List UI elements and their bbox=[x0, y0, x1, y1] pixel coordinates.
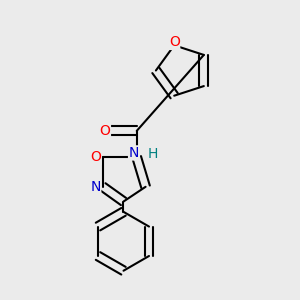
Text: N: N bbox=[129, 146, 139, 160]
Text: N: N bbox=[90, 180, 101, 194]
Text: H: H bbox=[148, 147, 158, 161]
Text: O: O bbox=[100, 124, 110, 138]
Text: O: O bbox=[169, 35, 180, 50]
Text: O: O bbox=[90, 150, 101, 164]
